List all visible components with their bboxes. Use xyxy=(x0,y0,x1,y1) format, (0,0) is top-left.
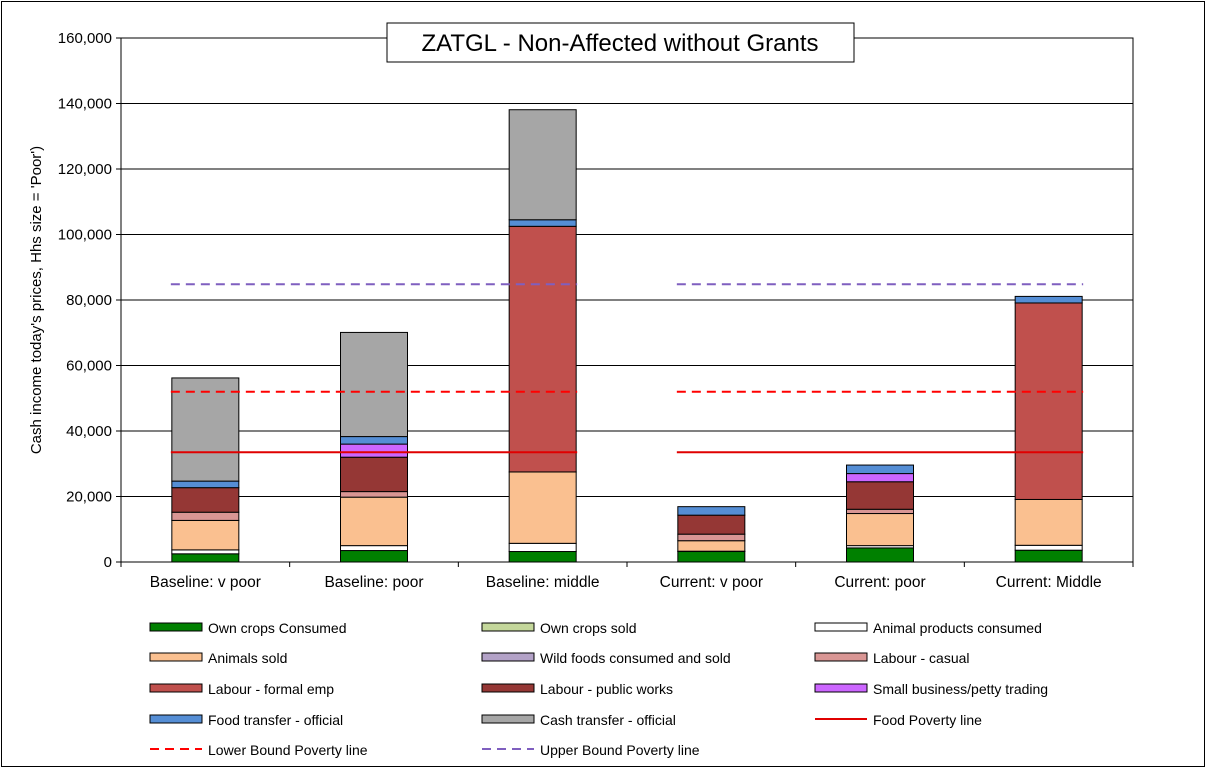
bar-segment xyxy=(508,471,577,544)
bar-segment xyxy=(171,511,240,521)
legend-swatch xyxy=(814,683,868,693)
bar-segment xyxy=(1014,544,1083,551)
y-tick-label: 100,000 xyxy=(58,227,112,244)
y-tick-label: 60,000 xyxy=(66,358,112,375)
bar-segment xyxy=(508,225,577,473)
y-tick-label: 40,000 xyxy=(66,423,112,440)
legend-swatch xyxy=(481,683,535,693)
bars xyxy=(171,109,1083,563)
legend-label: Cash transfer - official xyxy=(540,712,676,728)
bar-segment xyxy=(846,508,914,515)
legend-swatch xyxy=(149,714,203,724)
legend-label: Upper Bound Poverty line xyxy=(540,742,700,758)
legend-swatch xyxy=(814,652,868,662)
axes: 0 20,000 40,000 60,000 80,000 100,000 120,000 1… xyxy=(58,30,1134,591)
bar-segment xyxy=(1014,549,1083,563)
legend-label: Wild foods consumed and sold xyxy=(540,650,731,666)
x-category-label: Current: Middle xyxy=(996,574,1102,591)
bar-segment xyxy=(508,551,577,563)
bar-segment xyxy=(846,513,914,547)
legend-swatch xyxy=(481,714,535,724)
bar-segment xyxy=(677,533,746,542)
legend-swatch xyxy=(481,622,535,632)
bar-segment xyxy=(846,473,914,483)
chart-title: ZATGL - Non-Affected without Grants xyxy=(421,30,818,57)
bar-segment xyxy=(508,219,577,227)
legend-swatch xyxy=(149,683,203,693)
bar-segment xyxy=(508,542,577,553)
bar-segment xyxy=(340,545,408,552)
bar-segment xyxy=(677,551,746,563)
legend-label: Labour - formal emp xyxy=(208,681,334,697)
legend-label: Small business/petty trading xyxy=(873,681,1048,697)
legend-swatch xyxy=(481,652,535,662)
bar-segment xyxy=(846,464,914,475)
legend-label: Labour - casual xyxy=(873,650,970,666)
bar-segment xyxy=(677,506,746,516)
legend-label: Own crops sold xyxy=(540,620,636,636)
bar-segment xyxy=(171,553,240,563)
bar-segment xyxy=(171,519,240,551)
bar-segment xyxy=(340,496,408,547)
y-tick-label: 0 xyxy=(104,554,112,571)
legend-swatch xyxy=(814,622,868,632)
bar-segment xyxy=(340,331,408,438)
y-axis-label: Cash income today's prices, Hhs size = '… xyxy=(28,146,45,454)
bar-segment xyxy=(846,547,914,563)
x-category-label: Baseline: poor xyxy=(324,574,423,591)
bar-segment xyxy=(340,443,408,458)
legend-label: Animal products consumed xyxy=(873,620,1042,636)
legend: Own crops Consumed Own crops sold Animal p… xyxy=(149,620,1048,758)
bar-segment xyxy=(1014,498,1083,546)
bar-segment xyxy=(1014,302,1083,500)
bar-segment xyxy=(846,481,914,510)
y-tick-label: 140,000 xyxy=(58,96,112,113)
bar-segment xyxy=(340,436,408,445)
x-category-label: Baseline: middle xyxy=(486,574,600,591)
bar-segment xyxy=(340,456,408,493)
x-category-label: Current: poor xyxy=(834,574,925,591)
legend-label: Food transfer - official xyxy=(208,712,343,728)
bar-segment xyxy=(171,377,240,482)
y-tick-label: 160,000 xyxy=(58,30,112,47)
bar-segment xyxy=(340,491,408,498)
x-category-label: Current: v poor xyxy=(660,574,763,591)
y-tick-label: 20,000 xyxy=(66,489,112,506)
chart-title-box: ZATGL - Non-Affected without Grants xyxy=(386,22,855,63)
bar-segment xyxy=(1014,295,1083,304)
bar-segment xyxy=(508,109,577,221)
gridlines xyxy=(121,37,1133,497)
bar-segment xyxy=(677,540,746,552)
legend-swatch xyxy=(149,622,203,632)
legend-label: Animals sold xyxy=(208,650,287,666)
bar-segment xyxy=(171,480,240,489)
legend-label: Labour - public works xyxy=(540,681,673,697)
bar-segment xyxy=(677,514,746,535)
poverty-lines xyxy=(170,283,1084,454)
legend-label: Lower Bound Poverty line xyxy=(208,742,368,758)
y-tick-label: 120,000 xyxy=(58,161,112,178)
bar-segment xyxy=(171,487,240,513)
x-category-label: Baseline: v poor xyxy=(150,574,261,591)
bar-segment xyxy=(171,549,240,555)
legend-label: Food Poverty line xyxy=(873,712,982,728)
legend-swatch xyxy=(149,652,203,662)
y-tick-label: 80,000 xyxy=(66,292,112,309)
legend-label: Own crops Consumed xyxy=(208,620,347,636)
bar-segment xyxy=(340,550,408,563)
